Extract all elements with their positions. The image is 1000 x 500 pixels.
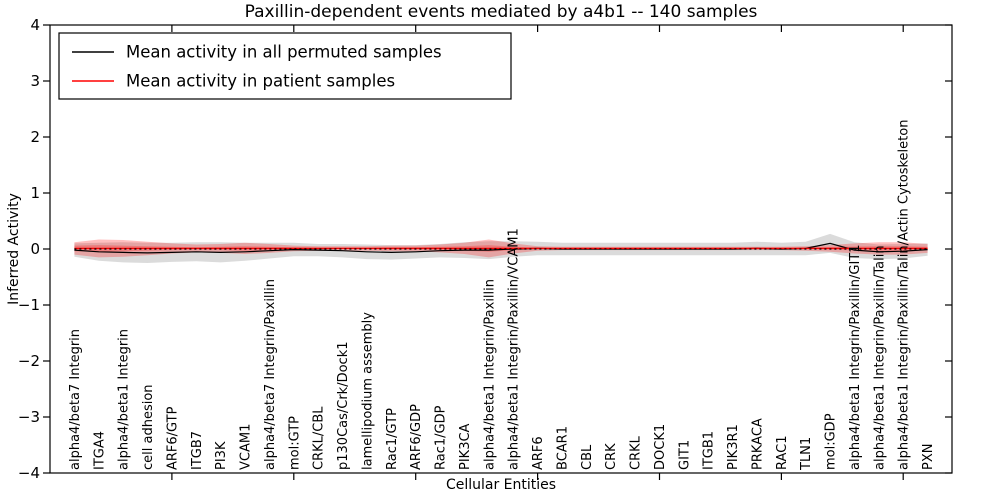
category-label: GIT1: [677, 440, 692, 470]
category-label: DOCK1: [653, 424, 668, 470]
category-label: p130Cas/Crk/Dock1: [336, 341, 351, 470]
y-tick-label: 3: [30, 72, 40, 90]
category-label: CRKL/CBL: [312, 406, 327, 470]
category-label: RAC1: [775, 435, 790, 470]
category-label: mol:GTP: [287, 416, 302, 470]
y-tick-label: 4: [30, 16, 40, 34]
legend-label-patient: Mean activity in patient samples: [126, 72, 395, 91]
y-tick-label: 2: [30, 128, 40, 146]
category-label: CRK: [604, 443, 619, 470]
category-label: alpha4/beta1 Integrin: [117, 329, 132, 470]
legend: Mean activity in all permuted samples Mea…: [58, 32, 512, 100]
category-label: alpha4/beta7 Integrin/Paxillin: [263, 279, 278, 470]
category-label: PRKACA: [751, 418, 766, 470]
category-label: ARF6/GTP: [165, 406, 180, 470]
category-label: ARF6: [531, 436, 546, 470]
y-tick-label: 0: [30, 240, 40, 258]
category-label: cell adhesion: [141, 384, 156, 470]
category-label: alpha4/beta7 Integrin: [68, 329, 83, 470]
category-label: mol:GDP: [824, 413, 839, 470]
category-label: alpha4/beta1 Integrin/Paxillin/GIT1: [848, 244, 863, 470]
category-label: ARF6/GDP: [409, 404, 424, 470]
category-label: alpha4/beta1 Integrin/Paxillin: [482, 279, 497, 470]
category-label: ITGB1: [702, 431, 717, 470]
category-label: lamellipodium assembly: [360, 312, 375, 470]
category-label: ITGB7: [190, 431, 205, 470]
category-label: CBL: [580, 444, 595, 470]
category-label: PI3K: [214, 441, 229, 470]
category-label: BCAR1: [555, 426, 570, 470]
y-tick-label: −3: [18, 408, 40, 426]
category-label: Rac1/GTP: [385, 408, 400, 470]
category-label: ITGA4: [92, 431, 107, 470]
category-label: VCAM1: [239, 424, 254, 470]
y-tick-label: −1: [18, 296, 40, 314]
y-tick-label: 1: [30, 184, 40, 202]
y-tick-label: −4: [18, 464, 40, 482]
x-axis-label: Cellular Entities: [445, 477, 557, 493]
category-label: PXN: [921, 444, 936, 470]
category-label: alpha4/beta1 Integrin/Paxillin/Talin/Act…: [897, 120, 912, 470]
category-label: Rac1/GDP: [434, 405, 449, 470]
chart-title: Paxillin-dependent events mediated by a4…: [244, 2, 758, 22]
y-tick-label: −2: [18, 352, 40, 370]
category-label: alpha4/beta1 Integrin/Paxillin/VCAM1: [507, 228, 522, 470]
y-axis-label: Inferred Activity: [6, 193, 22, 305]
category-label: PIK3CA: [458, 423, 473, 470]
legend-box: [58, 32, 512, 100]
category-label: PIK3R1: [726, 424, 741, 470]
category-label: alpha4/beta1 Integrin/Paxillin/Talin: [872, 245, 887, 470]
legend-label-permuted: Mean activity in all permuted samples: [126, 43, 442, 62]
category-label: CRKL: [629, 435, 644, 470]
category-label: TLN1: [799, 437, 814, 471]
